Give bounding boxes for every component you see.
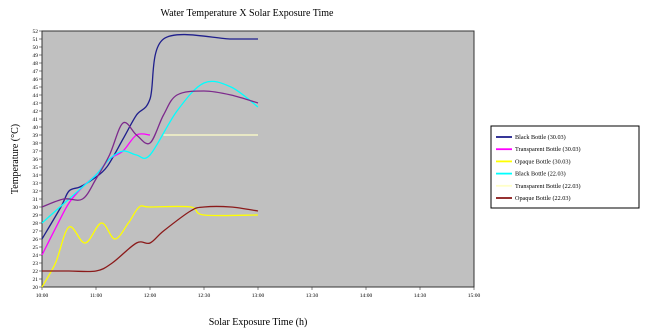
y-tick-label: 21 <box>33 277 39 283</box>
y-tick-label: 26 <box>33 237 39 243</box>
y-axis-label: Temperature (°C) <box>10 124 21 194</box>
y-tick-label: 37 <box>33 149 39 155</box>
series-line-6 <box>41 205 259 273</box>
y-tick-label: 24 <box>33 253 39 259</box>
y-tick-label: 40 <box>33 125 39 131</box>
legend-label: Transparent Bottle (30.03) <box>515 146 581 153</box>
y-tick-label: 41 <box>33 117 39 123</box>
y-tick-label: 23 <box>33 261 39 267</box>
y-tick-label: 36 <box>33 157 39 163</box>
y-tick-label: 31 <box>33 197 39 203</box>
y-tick-label: 48 <box>33 61 39 67</box>
x-tick-label: 15:00 <box>468 293 481 299</box>
y-tick-label: 44 <box>33 93 39 99</box>
y-tick-label: 25 <box>33 245 39 251</box>
y-tick-label: 30 <box>33 205 39 211</box>
y-tick-label: 50 <box>33 45 39 51</box>
legend-label: Black Bottle (30.03) <box>515 134 566 141</box>
y-tick-label: 20 <box>33 285 39 291</box>
x-tick-label: 12:30 <box>198 293 211 299</box>
legend-label: Opaque Bottle (22.03) <box>515 195 571 202</box>
legend: Black Bottle (30.03) Transparent Bottle (… <box>490 125 640 209</box>
x-axis-label: Solar Exposure Time (h) <box>209 317 308 328</box>
y-tick-label: 28 <box>33 221 39 227</box>
y-tick-label: 42 <box>33 109 39 115</box>
chart-title: Water Temperature X Solar Exposure Time <box>161 8 335 19</box>
y-axis-ticks: 20 21 22 23 24 25 26 27 28 29 30 31 32 33 34 35 36 37 38 39… <box>33 29 42 291</box>
x-tick-label: 12:00 <box>144 293 157 299</box>
y-tick-label: 47 <box>33 69 39 75</box>
x-tick-label: 13:30 <box>306 293 319 299</box>
x-tick-label: 14:30 <box>414 293 427 299</box>
y-tick-label: 32 <box>33 189 39 195</box>
legend-label: Opaque Bottle (30.03) <box>515 158 571 165</box>
x-axis-ticks: 10:00 11:00 12:00 12:30 13:00 13:30 14:00 14:30… <box>36 287 481 299</box>
y-tick-label: 34 <box>33 173 39 179</box>
y-tick-label: 46 <box>33 77 39 83</box>
y-tick-label: 51 <box>33 37 39 43</box>
legend-label: Transparent Bottle (22.03) <box>515 183 581 190</box>
y-tick-label: 43 <box>33 101 39 107</box>
y-tick-label: 45 <box>33 85 39 91</box>
x-tick-label: 14:00 <box>360 293 373 299</box>
y-tick-label: 38 <box>33 141 39 147</box>
y-tick-label: 22 <box>33 269 39 275</box>
x-tick-label: 11:00 <box>90 293 103 299</box>
plot-area <box>41 30 475 288</box>
y-tick-label: 33 <box>33 181 39 187</box>
series-line-3 <box>41 205 259 288</box>
y-tick-label: 29 <box>33 213 39 219</box>
legend-box <box>490 125 640 209</box>
x-tick-label: 13:00 <box>252 293 265 299</box>
y-tick-label: 52 <box>33 29 39 35</box>
y-tick-label: 27 <box>33 229 39 235</box>
x-tick-label: 10:00 <box>36 293 49 299</box>
y-tick-label: 39 <box>33 133 39 139</box>
legend-label: Black Bottle (22.03) <box>515 171 566 178</box>
series-lines <box>41 33 259 288</box>
y-tick-label: 35 <box>33 165 39 171</box>
series-line-1 <box>41 33 258 240</box>
y-tick-label: 49 <box>33 53 39 59</box>
series-line-4 <box>41 80 259 224</box>
series-line-7 <box>41 90 259 208</box>
